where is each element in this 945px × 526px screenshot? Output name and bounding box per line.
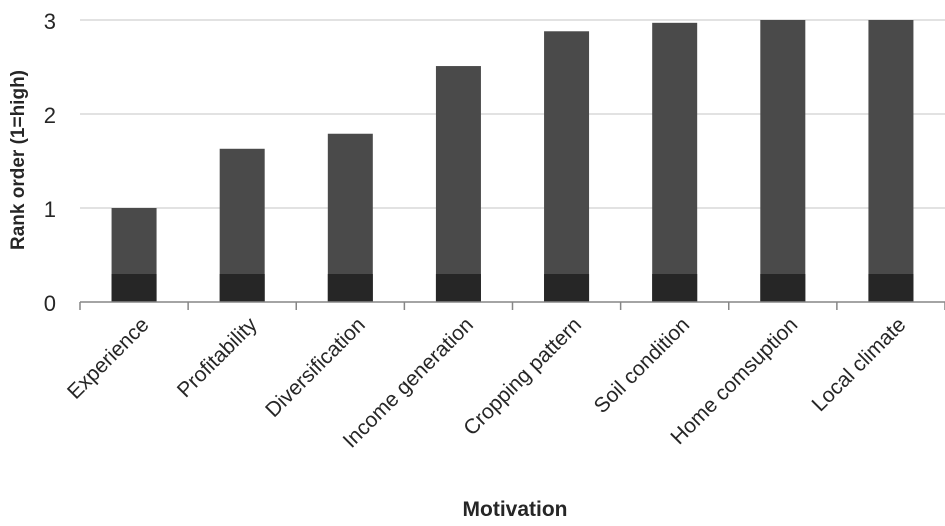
bar-base: [327, 274, 373, 302]
axes: [79, 301, 945, 310]
gridlines: [80, 19, 945, 209]
x-tick-label: Profitability: [173, 313, 262, 402]
bar: [760, 20, 806, 302]
bar-base: [652, 274, 698, 302]
x-tick-label: Soil condition: [590, 313, 695, 418]
x-tick-label: Diversification: [261, 313, 370, 422]
x-axis-title: Motivation: [463, 498, 568, 521]
x-tick-label: Experience: [63, 313, 154, 404]
bar-base: [868, 274, 914, 302]
bar-base: [435, 274, 481, 302]
y-axis-title: Rank order (1=high): [8, 70, 29, 250]
y-tick-label: 2: [44, 103, 56, 128]
bars: [111, 20, 914, 303]
bar: [652, 22, 698, 302]
bar: [544, 31, 590, 303]
bar-base: [544, 274, 590, 302]
bar: [327, 133, 373, 302]
x-tick-label: Local climate: [808, 313, 911, 416]
y-tick-label: 0: [44, 291, 56, 316]
y-tick-label: 1: [44, 197, 56, 222]
bar-base: [760, 274, 806, 302]
bar: [435, 66, 481, 302]
bar: [868, 20, 914, 302]
bar-base: [219, 274, 265, 302]
x-tick-label: Cropping pattern: [459, 313, 586, 440]
bar-base: [111, 274, 157, 302]
y-tick-label: 3: [44, 9, 56, 34]
